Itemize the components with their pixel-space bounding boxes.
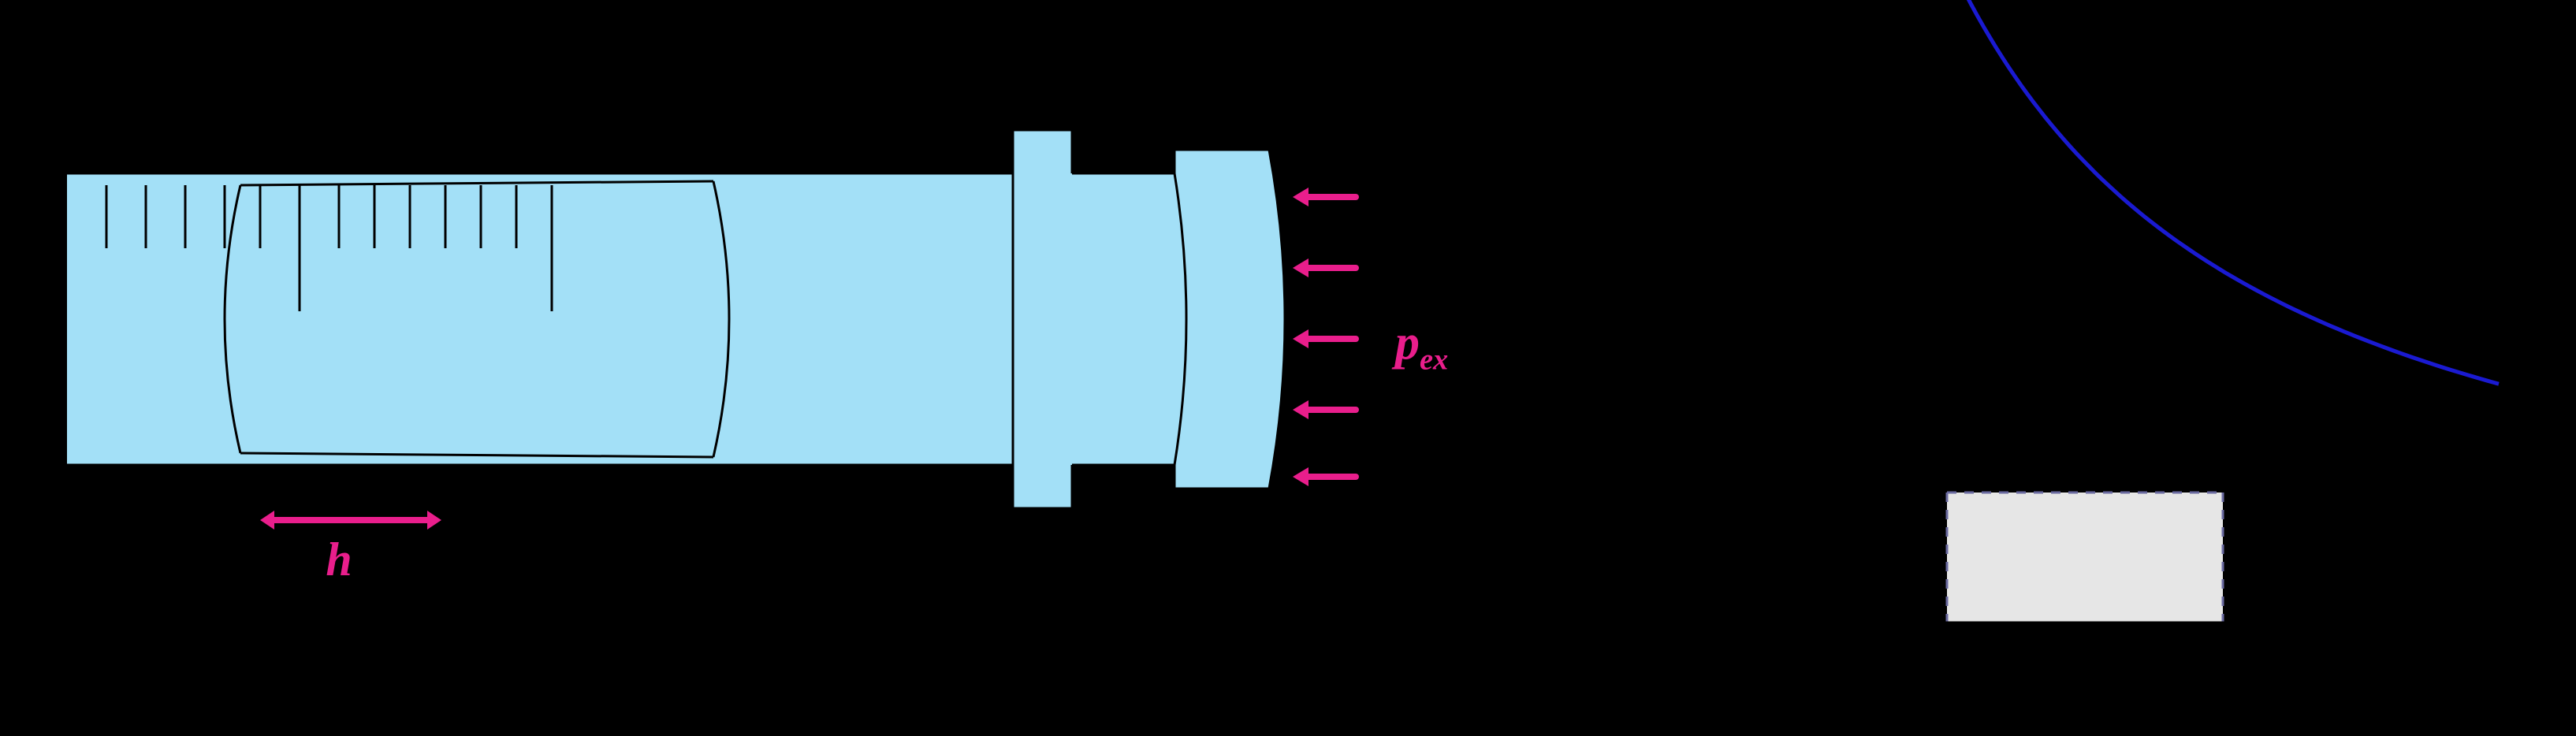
- syringe-fill: [67, 130, 1285, 508]
- h-label: h: [326, 533, 352, 585]
- y-axis-label: p: [1587, 17, 1612, 65]
- x-axis-label: V: [2530, 600, 2562, 649]
- work-area: [1947, 493, 2223, 623]
